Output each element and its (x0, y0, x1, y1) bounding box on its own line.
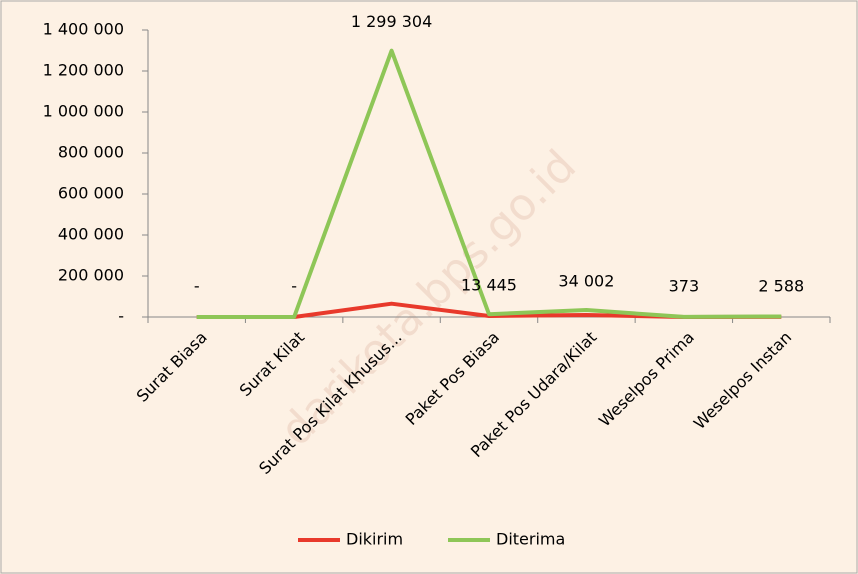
data-label: 13 445 (461, 276, 517, 295)
y-tick-label: 600 000 (58, 184, 124, 203)
data-label: 1 299 304 (351, 12, 432, 31)
y-tick-label: 200 000 (58, 266, 124, 285)
data-label: - (291, 277, 297, 296)
y-tick-label: 800 000 (58, 143, 124, 162)
data-label: 373 (669, 277, 700, 296)
data-label: 34 002 (558, 272, 614, 291)
line-series (196, 48, 782, 319)
data-label: - (194, 277, 200, 296)
data-label: 2 588 (758, 277, 804, 296)
y-tick-label: 1 000 000 (43, 102, 124, 121)
y-tick-label: 1 200 000 (43, 61, 124, 80)
legend-label: Dikirim (346, 530, 403, 549)
y-tick-label: 400 000 (58, 225, 124, 244)
y-tick-label: 1 400 000 (43, 20, 124, 39)
y-tick-label: - (118, 307, 124, 326)
legend-label: Diterima (496, 530, 565, 549)
